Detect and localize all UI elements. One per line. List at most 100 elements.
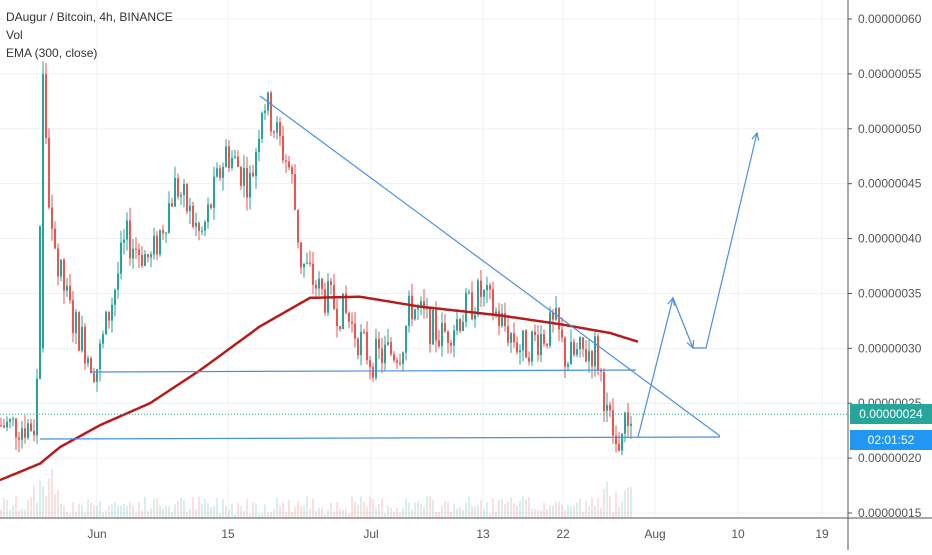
volume-bar xyxy=(549,505,551,518)
candle-body xyxy=(246,167,248,198)
volume-bar xyxy=(534,508,536,518)
volume-bar xyxy=(381,498,383,518)
symbol-title[interactable]: DAugur / Bitcoin, 4h, BINANCE xyxy=(6,10,173,24)
candle-body xyxy=(45,73,47,138)
volume-bar xyxy=(54,493,56,518)
volume-bar xyxy=(84,512,86,518)
candle-body xyxy=(72,300,74,334)
candle-body xyxy=(255,152,257,177)
volume-bar xyxy=(624,490,626,518)
volume-bar xyxy=(66,511,68,518)
volume-bar xyxy=(612,512,614,518)
candle-body xyxy=(450,342,452,346)
volume-bar xyxy=(579,499,581,518)
volume-bar xyxy=(483,509,485,518)
volume-bar xyxy=(249,513,251,518)
candle-body xyxy=(111,304,113,321)
volume-bar xyxy=(621,501,623,518)
price-tick-label: 0.00000060 xyxy=(858,12,922,26)
candle-body xyxy=(540,334,542,356)
support-line-upper[interactable] xyxy=(89,369,637,373)
volume-bar xyxy=(12,505,14,518)
volume-bar xyxy=(603,489,605,518)
candle-body xyxy=(576,349,578,355)
volume-bar xyxy=(294,506,296,518)
volume-bar xyxy=(141,510,143,518)
ema-line[interactable] xyxy=(0,295,639,482)
candle-body xyxy=(138,249,140,256)
time-tick-label: 22 xyxy=(556,527,570,541)
candle-body xyxy=(87,358,89,364)
volume-bar xyxy=(108,506,110,518)
volume-bar xyxy=(354,501,356,518)
volume-bar xyxy=(384,513,386,518)
candle-body xyxy=(345,293,347,313)
price-tick-label: 0.00000020 xyxy=(858,451,922,465)
volume-bar xyxy=(492,498,494,518)
candle-body xyxy=(207,204,209,222)
volume-bar xyxy=(576,502,578,518)
candle-body xyxy=(342,293,344,330)
volume-bar xyxy=(420,503,422,518)
candle-body xyxy=(24,428,26,438)
volume-bar xyxy=(408,502,410,518)
candle-body xyxy=(300,242,302,268)
candle-body xyxy=(417,306,419,310)
candle-body xyxy=(78,312,80,351)
candle-body xyxy=(471,292,473,320)
candle-body xyxy=(240,167,242,186)
candle-body xyxy=(423,301,425,310)
candle-body xyxy=(84,326,86,364)
candle-body xyxy=(324,289,326,313)
descending-trendline[interactable] xyxy=(259,95,721,437)
volume-bar xyxy=(543,502,545,518)
volume-bar xyxy=(390,507,392,518)
volume-bar xyxy=(162,508,164,518)
candle-body xyxy=(159,230,161,255)
time-axis[interactable] xyxy=(0,518,848,550)
candle-body xyxy=(312,263,314,285)
candle-body xyxy=(90,358,92,374)
candle-body xyxy=(546,343,548,346)
volume-bar xyxy=(195,509,197,518)
candle-body xyxy=(480,280,482,297)
candle-body xyxy=(186,184,188,212)
volume-indicator-label[interactable]: Vol xyxy=(6,28,23,42)
candle-body xyxy=(489,285,491,290)
candle-body xyxy=(513,333,515,343)
candle-body xyxy=(612,410,614,436)
candle-body xyxy=(282,135,284,161)
candle-body xyxy=(549,312,551,346)
volume-bar xyxy=(618,506,620,518)
time-tick-label: 10 xyxy=(731,527,745,541)
candle-body xyxy=(597,336,599,370)
support-line-lower[interactable] xyxy=(39,436,721,440)
candle-body xyxy=(606,404,608,411)
volume-bar xyxy=(309,508,311,518)
price-axis[interactable] xyxy=(848,0,932,550)
volume-bar xyxy=(213,505,215,518)
candle-body xyxy=(567,364,569,367)
candle-body xyxy=(285,160,287,162)
candle-body xyxy=(21,428,23,440)
price-tick-label: 0.00000045 xyxy=(858,177,922,191)
volume-bar xyxy=(411,509,413,518)
candle-body xyxy=(609,404,611,411)
volume-bar xyxy=(375,507,377,518)
ema-indicator-label[interactable]: EMA (300, close) xyxy=(6,46,98,60)
candle-body xyxy=(465,292,467,323)
candle-body xyxy=(162,230,164,234)
candle-body xyxy=(3,425,5,428)
candle-body xyxy=(627,412,629,426)
volume-bar xyxy=(33,485,35,518)
volume-bar xyxy=(243,510,245,518)
candle-body xyxy=(99,343,101,370)
volume-bar xyxy=(165,505,167,518)
candle-body xyxy=(303,263,305,268)
volume-bar xyxy=(324,513,326,518)
volume-bar xyxy=(477,504,479,518)
volume-bar xyxy=(192,497,194,518)
volume-bar xyxy=(267,512,269,518)
